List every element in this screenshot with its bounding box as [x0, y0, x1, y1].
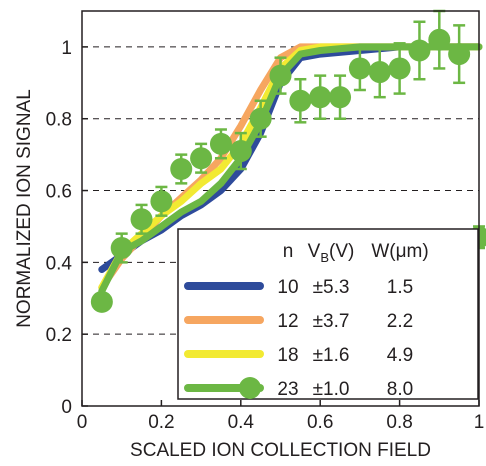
y-tick-label-0: 0: [61, 397, 72, 418]
x-tick-label-4: 0.8: [386, 412, 412, 433]
x-tick-label-2: 0.4: [228, 412, 255, 433]
measured-points: [90, 9, 486, 313]
data-point-0: [90, 290, 113, 313]
legend-w-18: 4.9: [387, 345, 413, 366]
y-tick-label-4: 0.8: [46, 110, 72, 131]
legend-header-w: W(μm): [371, 241, 428, 262]
legend-vb-12: ±3.7: [313, 311, 350, 332]
data-point-4: [170, 158, 193, 180]
legend-header-vb: VB(V): [308, 241, 355, 265]
data-point-1: [110, 237, 133, 259]
data-point-3: [150, 190, 173, 213]
x-axis-label: SCALED ION COLLECTION FIELD: [130, 440, 431, 461]
legend-w-10: 1.5: [387, 277, 413, 298]
legend-n-18: 18: [277, 345, 298, 366]
legend: n VB(V) W(μm) 10 ±5.3 1.5 12 ±3.7 2.2 18 ±1.6 4.9 23…: [177, 228, 479, 400]
data-point-11: [309, 86, 332, 109]
x-tick-label-1: 0.2: [148, 412, 174, 433]
x-tick-label-0: 0: [77, 412, 88, 433]
y-tick-label-2: 0.4: [46, 253, 73, 274]
data-point-10: [289, 89, 312, 112]
legend-vb-10: ±5.3: [313, 277, 350, 298]
data-point-13: [348, 57, 371, 80]
legend-vb-23: ±1.0: [313, 379, 350, 400]
legend-n-23: 23: [277, 379, 298, 400]
x-tick-label-5: 1: [474, 412, 485, 433]
y-tick-label-1: 0.2: [46, 325, 72, 346]
axis-ticks: 00.20.40.60.810 0.2 0.4 0.6 0.8 1: [46, 38, 485, 433]
data-point-15: [388, 57, 411, 80]
legend-n-10: 10: [277, 277, 298, 298]
data-point-12: [329, 86, 352, 109]
data-point-5: [190, 147, 213, 170]
plot-frame: [81, 10, 480, 407]
legend-w-12: 2.2: [387, 311, 413, 332]
data-point-14: [368, 61, 391, 84]
data-point-16: [408, 39, 431, 62]
y-tick-label-3: 0.6: [46, 182, 72, 203]
legend-box: [177, 228, 479, 400]
y-tick-label-5: 1: [61, 38, 72, 59]
data-point-2: [130, 208, 153, 231]
data-point-7: [229, 140, 252, 163]
legend-n-12: 12: [277, 311, 298, 332]
y-axis-label: NORMALIZED ION SIGNAL: [14, 89, 35, 328]
data-point-17: [428, 28, 451, 51]
legend-header-n: n: [283, 241, 294, 262]
data-point-9: [269, 64, 292, 87]
legend-w-23: 8.0: [387, 379, 413, 400]
data-point-8: [249, 107, 272, 130]
data-point-6: [209, 132, 232, 155]
data-point-18: [448, 43, 471, 66]
legend-vb-18: ±1.6: [313, 345, 350, 366]
x-tick-label-3: 0.6: [307, 412, 333, 433]
legend-marker-n23: [239, 377, 261, 399]
